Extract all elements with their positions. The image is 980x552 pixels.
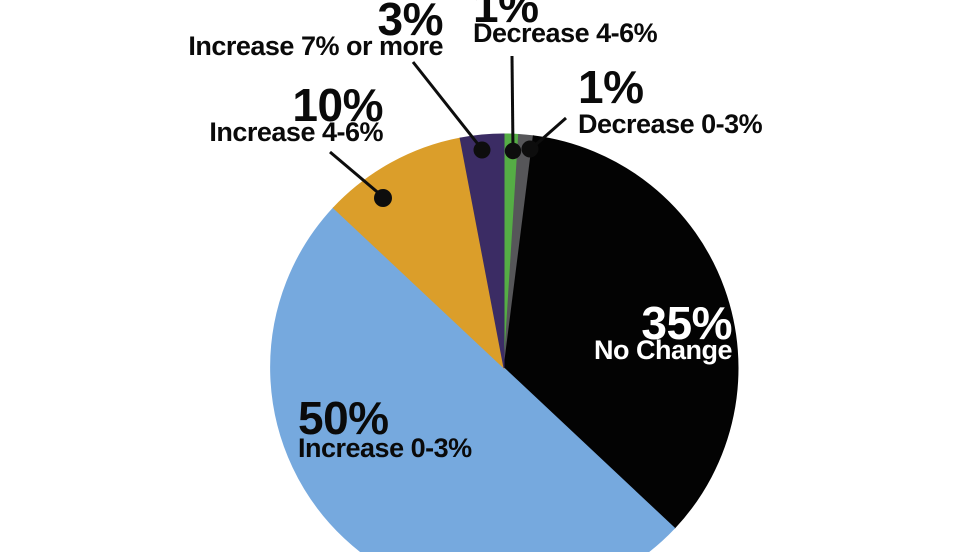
callout-label-increase-4-6: 10% Increase 4-6% [209,79,383,147]
category-no-change: No Change [593,335,733,365]
callout-label-increase-7-or-more: 3% Increase 7% or more [188,0,443,60]
category-decrease-0-3: Decrease 0-3% [578,109,763,139]
category-decrease-4-6: Decrease 4-6% [473,18,658,48]
pct-decrease-4-6: 1% [473,0,539,32]
category-increase-4-6: Increase 4-6% [209,117,383,147]
pct-increase-7-or-more: 3% [377,0,444,45]
category-increase-7-or-more: Increase 7% or more [188,31,443,61]
inslice-label-no-change: 35% No Change [593,297,733,365]
pct-increase-0-3: 50% [298,392,389,444]
callout-line-decrease-4-6 [510,55,515,151]
pie-slice-increase-7-or-more [459,133,505,369]
category-increase-0-3: Increase 0-3% [298,433,472,463]
callout-dot-decrease-4-6 [504,142,522,160]
callout-line-increase-7-or-more [411,61,483,149]
pct-increase-4-6: 10% [292,79,383,131]
inslice-label-increase-0-3: 50% Increase 0-3% [298,392,472,463]
callout-label-decrease-0-3: 1% Decrease 0-3% [578,61,763,139]
callout-dot-decrease-0-3 [521,140,539,158]
pct-decrease-0-3: 1% [578,61,644,113]
pie-slice-increase-0-3 [270,207,676,552]
pie-slice-no-change [503,135,739,529]
callout-line-decrease-0-3 [531,116,567,150]
pct-no-change: 35% [641,297,732,349]
callout-label-decrease-4-6: 1% Decrease 4-6% [473,0,658,48]
callout-dot-increase-4-6 [374,189,392,207]
callout-dot-increase-7-or-more [473,141,491,159]
callout-line-increase-4-6 [329,150,383,198]
